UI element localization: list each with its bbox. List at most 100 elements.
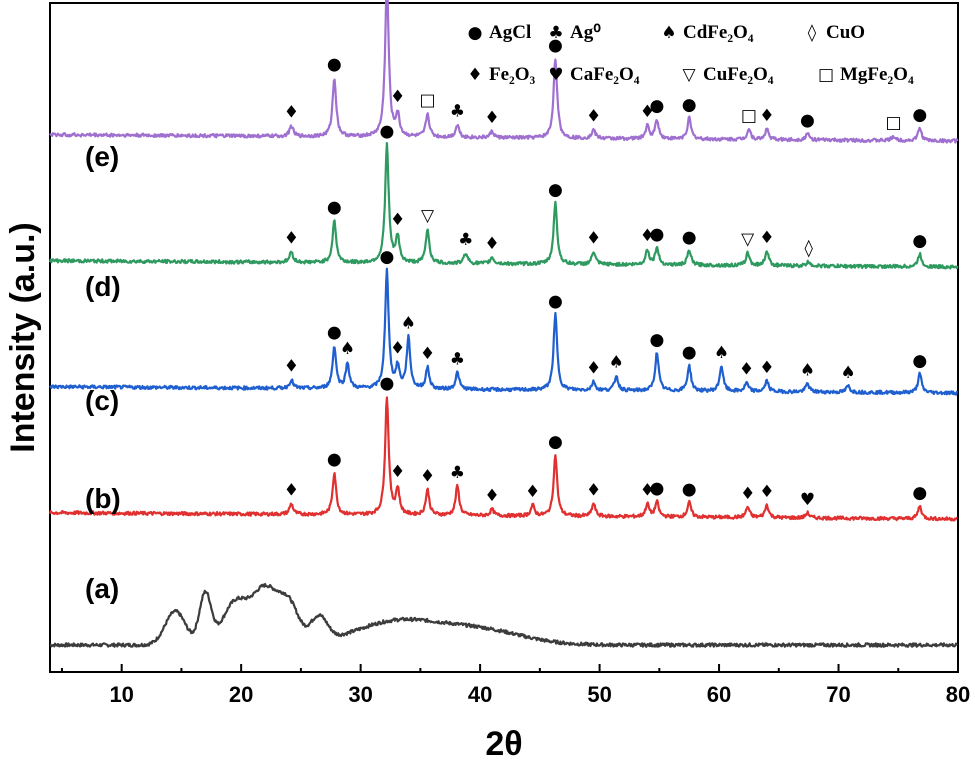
peak-marker: ♦ — [420, 466, 435, 486]
peak-marker: ♠ — [401, 313, 416, 333]
legend-item: ● AgCl — [468, 22, 532, 43]
legend-label: CaFe₂O₄ — [570, 64, 640, 85]
peak-marker: ♣ — [450, 463, 465, 483]
legend-item: ▽ CuFe₂O₄ — [682, 64, 773, 85]
peak-marker: ● — [379, 247, 394, 267]
x-tick-label: 10 — [109, 682, 133, 707]
x-tick-label: 60 — [707, 682, 731, 707]
series-label-d: (d) — [85, 271, 121, 302]
peak-marker: ♦ — [586, 481, 601, 501]
peak-marker: ♥ — [800, 490, 815, 510]
peak-marker: ♣ — [458, 230, 473, 250]
series-label-e: (e) — [85, 141, 119, 172]
x-axis-title: 2θ — [485, 725, 522, 762]
peak-marker: ● — [912, 105, 927, 125]
peak-marker: □ — [885, 113, 901, 133]
legend-symbol: ♣ — [548, 23, 563, 43]
peak-marker: ● — [548, 35, 563, 55]
peak-marker: ♦ — [484, 486, 499, 506]
legend-label: CuO — [826, 22, 865, 43]
peak-marker: ♦ — [739, 360, 754, 380]
x-tick-label: 20 — [229, 682, 253, 707]
plot-frame — [49, 2, 959, 673]
legend-item: ◊ CuO — [808, 22, 865, 43]
peak-marker: ● — [327, 55, 342, 75]
peak-marker: ● — [912, 351, 927, 371]
peak-marker: ● — [682, 227, 697, 247]
peak-marker: ● — [379, 121, 394, 141]
legend-item: ♥ CaFe₂O₄ — [548, 64, 639, 85]
peak-marker: ● — [548, 432, 563, 452]
peak-marker: ♠ — [800, 360, 815, 380]
peak-marker: ♦ — [740, 484, 755, 504]
peak-marker: ● — [912, 231, 927, 251]
x-tick-label: 30 — [348, 682, 372, 707]
peak-marker: ♦ — [390, 462, 405, 482]
x-tick-label: 80 — [946, 682, 970, 707]
legend-item: ♠ CdFe₂O₄ — [661, 22, 753, 43]
series-layer — [48, 0, 959, 648]
series-label-layer: (a) (b) (c) (d) (e) — [85, 141, 121, 604]
peak-marker: ♦ — [586, 229, 601, 249]
peak-marker: ♣ — [450, 102, 465, 122]
peak-marker: ● — [650, 224, 665, 244]
legend-label: MgFe₂O₄ — [840, 64, 914, 85]
peak-marker: ● — [650, 330, 665, 350]
peak-marker: ♦ — [284, 229, 299, 249]
peak-marker: ● — [650, 96, 665, 116]
legend-symbol: ♥ — [548, 65, 563, 85]
peak-marker: ♦ — [284, 103, 299, 123]
peak-marker: ● — [682, 479, 697, 499]
legend-label: AgCl — [489, 22, 531, 43]
legend-label: CdFe₂O₄ — [683, 22, 754, 43]
peak-marker: ♠ — [609, 353, 624, 373]
peak-marker: ♠ — [714, 343, 729, 363]
peak-marker: ● — [682, 95, 697, 115]
peak-marker: ● — [682, 343, 697, 363]
peak-marker: ♦ — [640, 226, 655, 246]
peak-marker: ♠ — [340, 339, 355, 359]
series-line-c — [49, 267, 959, 396]
peak-marker: ▽ — [741, 230, 755, 250]
legend-symbol: ♦ — [467, 65, 482, 85]
series-line-a — [49, 582, 958, 648]
peak-marker: ● — [327, 323, 342, 343]
marker-layer: ♦●●♦ ♦ ♣♦ ♦●♦ ♦● ● ♦ ♦ ♥ ●♦●♠●♦♠♦ ♣●♦ ♠●● ♠♦ ♦ ♠ ♠●♦●●♦… — [284, 35, 927, 510]
legend-symbol: ♠ — [661, 23, 676, 43]
peak-marker: ♦ — [640, 480, 655, 500]
peak-marker: ♠ — [840, 363, 855, 383]
legend-label: Fe₂O₃ — [489, 64, 536, 85]
x-axis-ticks: 10 20 30 40 50 60 70 80 — [60, 664, 970, 707]
peak-marker: ♦ — [759, 482, 774, 502]
legend: ● AgCl ♣ Ag⁰ ♠ CdFe₂O₄ ◊ CuO ♦ Fe₂O₃ ♥ CaFe₂O₄ ▽ CuFe… — [467, 22, 914, 85]
legend-item: □ MgFe₂O₄ — [818, 64, 914, 85]
peak-marker: ● — [327, 197, 342, 217]
y-axis-title: Intensity (a.u.) — [4, 222, 42, 452]
peak-marker: ● — [327, 449, 342, 469]
peak-marker: ● — [800, 111, 815, 131]
legend-symbol: ▽ — [682, 65, 696, 85]
x-tick-label: 40 — [468, 682, 492, 707]
peak-marker: ▽ — [421, 206, 435, 226]
peak-marker: ♣ — [450, 349, 465, 369]
legend-label: Ag⁰ — [570, 22, 601, 43]
peak-marker: ♦ — [390, 210, 405, 230]
peak-marker: ♦ — [586, 359, 601, 379]
peak-marker: ♦ — [484, 108, 499, 128]
x-tick-label: 70 — [826, 682, 850, 707]
series-line-d — [48, 142, 959, 270]
peak-marker: ♦ — [390, 338, 405, 358]
legend-label: CuFe₂O₄ — [703, 64, 774, 85]
x-tick-label: 50 — [587, 682, 611, 707]
peak-marker: ● — [912, 483, 927, 503]
peak-marker: □ — [741, 106, 757, 126]
legend-item: ♦ Fe₂O₃ — [467, 64, 535, 85]
series-line-b — [48, 396, 958, 522]
plot-border — [49, 2, 959, 673]
peak-marker: □ — [420, 91, 436, 111]
legend-item: ♣ Ag⁰ — [548, 22, 601, 43]
peak-marker: ● — [379, 373, 394, 393]
series-label-b: (b) — [85, 483, 121, 514]
peak-marker: ♦ — [759, 358, 774, 378]
